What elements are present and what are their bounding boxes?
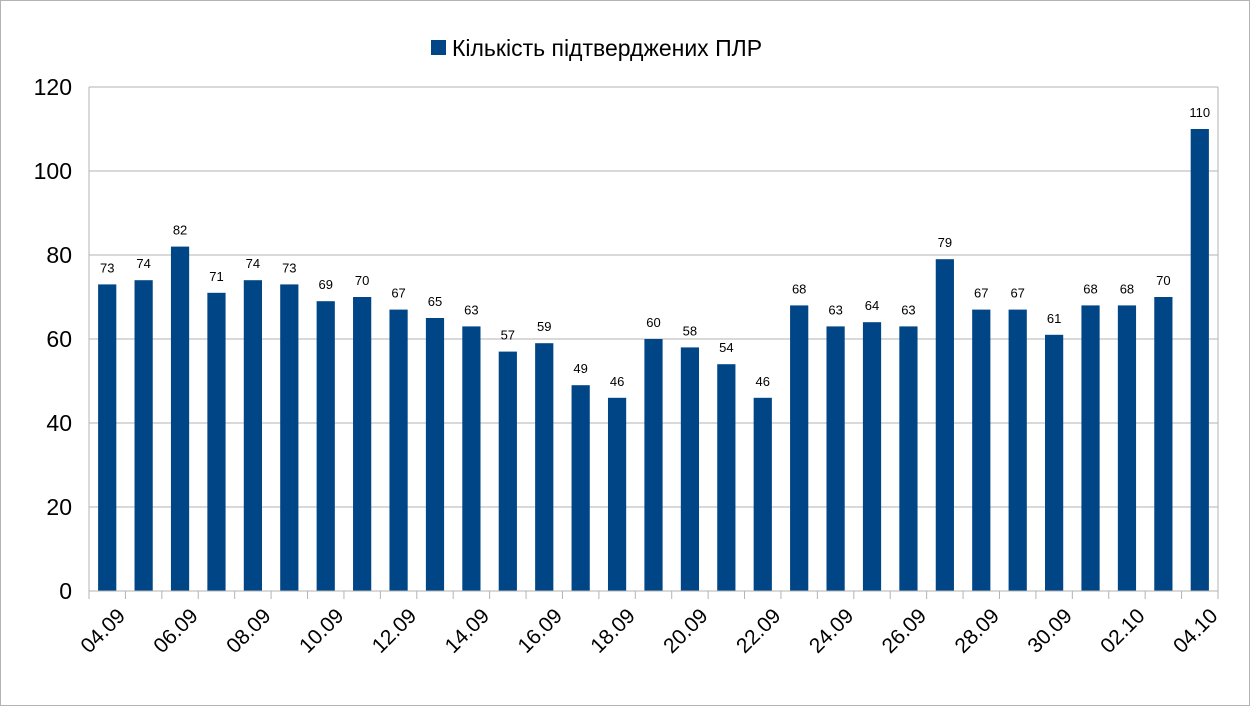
bar <box>899 326 918 591</box>
data-label: 61 <box>1047 311 1061 326</box>
x-tick-label: 16.09 <box>513 604 566 657</box>
x-tick-label: 24.09 <box>805 604 858 657</box>
bar <box>826 326 845 591</box>
data-label: 73 <box>282 260 296 275</box>
bar <box>425 318 445 591</box>
data-label: 58 <box>683 323 697 338</box>
bar <box>680 347 700 591</box>
data-label: 63 <box>828 302 842 317</box>
x-tick-label: 02.10 <box>1096 604 1149 657</box>
x-tick-label: 20.09 <box>659 604 712 657</box>
bar <box>243 280 262 591</box>
x-tick-label: 22.09 <box>732 604 785 657</box>
data-label: 70 <box>1156 273 1170 288</box>
legend-label: Кількість підтверджених ПЛР <box>452 35 762 61</box>
data-label: 73 <box>100 260 114 275</box>
data-label: 69 <box>318 277 332 292</box>
y-tick-label: 120 <box>34 74 72 100</box>
bar <box>353 297 372 591</box>
legend-swatch <box>431 40 446 55</box>
y-tick-label: 60 <box>46 326 72 352</box>
bar <box>1081 305 1100 591</box>
x-tick-label: 06.09 <box>149 604 202 657</box>
data-label: 70 <box>355 273 369 288</box>
x-tick-label: 04.10 <box>1169 604 1222 657</box>
bar <box>207 292 226 591</box>
y-tick-label: 100 <box>34 158 72 184</box>
y-tick-label: 40 <box>46 410 72 436</box>
bar <box>644 339 663 591</box>
data-label: 67 <box>391 286 405 301</box>
bar <box>607 397 627 591</box>
x-axis <box>88 87 1219 599</box>
data-labels: 73 74 82 71 74 73 69 70 67 65 63 57 59 49 46 60 58 54 46 68… <box>100 105 1210 389</box>
data-label: 82 <box>173 223 187 238</box>
data-label: 71 <box>209 269 223 284</box>
bar <box>316 301 335 591</box>
bar <box>972 309 991 591</box>
x-tick-label: 18.09 <box>586 604 639 657</box>
y-tick-label: 20 <box>46 494 72 520</box>
bar <box>1008 309 1027 591</box>
x-tick-label: 12.09 <box>368 604 421 657</box>
x-tick-label: 08.09 <box>222 604 275 657</box>
data-label: 57 <box>501 328 515 343</box>
bar <box>535 343 554 591</box>
gridlines <box>89 86 1219 591</box>
x-tick-label: 14.09 <box>441 604 494 657</box>
y-tick-label: 0 <box>59 578 72 604</box>
legend: Кількість підтверджених ПЛР <box>431 35 762 61</box>
bar <box>935 259 954 591</box>
data-label: 46 <box>756 374 770 389</box>
data-label: 68 <box>1120 281 1134 296</box>
data-label: 110 <box>1189 105 1210 120</box>
data-label: 54 <box>719 340 733 355</box>
bar <box>571 385 590 591</box>
data-label: 49 <box>573 361 587 376</box>
bar <box>498 351 517 591</box>
y-axis-ticks: 0 20 40 60 80 100 120 <box>34 74 72 604</box>
data-label: 74 <box>136 256 150 271</box>
bar <box>1045 334 1064 591</box>
bar <box>1117 305 1137 591</box>
x-tick-label: 30.09 <box>1023 604 1076 657</box>
x-tick-label: 04.09 <box>76 604 129 657</box>
data-label: 46 <box>610 374 624 389</box>
bar <box>134 280 153 591</box>
x-tick-label: 10.09 <box>295 604 348 657</box>
x-axis-tick-labels: 04.09 06.09 08.09 10.09 12.09 14.09 16.09 18.09… <box>76 604 1222 657</box>
data-label: 74 <box>246 256 260 271</box>
data-label: 63 <box>901 302 915 317</box>
bar <box>280 284 299 591</box>
bar <box>98 284 117 591</box>
bar <box>170 246 190 591</box>
data-label: 67 <box>974 286 988 301</box>
data-label: 63 <box>464 302 478 317</box>
y-tick-label: 80 <box>46 242 72 268</box>
data-label: 68 <box>1083 281 1097 296</box>
x-tick-label: 28.09 <box>951 604 1004 657</box>
x-tick-label: 26.09 <box>878 604 931 657</box>
bar <box>1154 297 1173 591</box>
bar <box>790 305 809 591</box>
data-label: 68 <box>792 281 806 296</box>
bar <box>862 322 882 591</box>
data-label: 59 <box>537 319 551 334</box>
data-label: 60 <box>646 315 660 330</box>
bar <box>1190 129 1209 591</box>
bar <box>753 397 772 591</box>
data-label: 65 <box>428 294 442 309</box>
bar <box>389 309 408 591</box>
bar <box>717 364 736 591</box>
data-label: 79 <box>938 235 952 250</box>
data-label: 64 <box>865 298 879 313</box>
data-label: 67 <box>1010 286 1024 301</box>
bars <box>98 129 1209 591</box>
bar <box>462 326 481 591</box>
